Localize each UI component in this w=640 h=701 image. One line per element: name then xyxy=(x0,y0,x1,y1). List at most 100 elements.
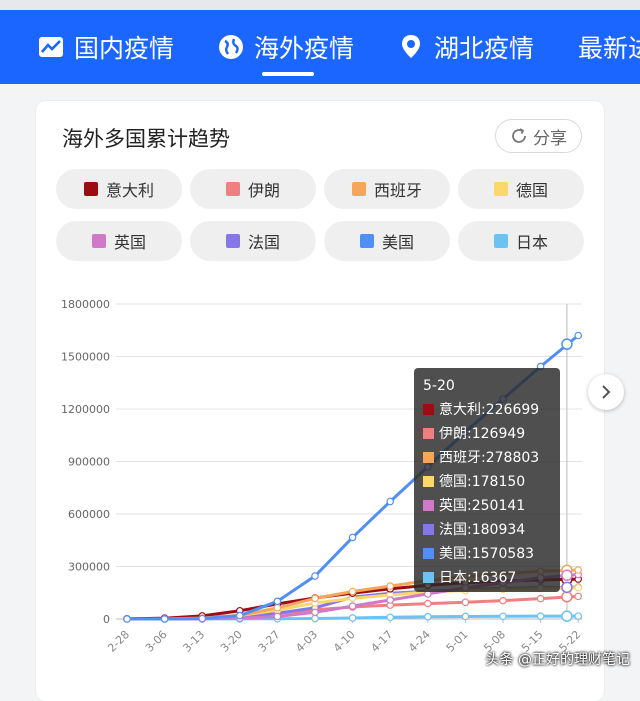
legend-label: 西班牙 xyxy=(373,181,422,200)
y-tick-label: 1500000 xyxy=(61,351,110,364)
legend-chip[interactable]: 伊朗 xyxy=(190,169,316,209)
cursor-point xyxy=(561,338,573,350)
data-point xyxy=(386,582,395,590)
cursor-point xyxy=(561,581,573,594)
x-tick-label: 4-17 xyxy=(368,628,395,655)
tooltip-row: 法国:180934 xyxy=(439,522,525,538)
legend-label: 德国 xyxy=(515,181,548,200)
tab-overseas[interactable]: 海外疫情 xyxy=(218,10,354,84)
x-tick-label: 4-10 xyxy=(331,628,358,655)
legend-swatch xyxy=(359,234,374,248)
data-point xyxy=(499,596,507,605)
data-point xyxy=(348,533,357,542)
x-tick-label: 3-20 xyxy=(218,628,245,655)
legend-chip[interactable]: 美国 xyxy=(324,221,450,261)
legend-label: 美国 xyxy=(381,233,414,252)
tooltip-row: 伊朗:126949 xyxy=(439,426,525,442)
y-tick-label: 900000 xyxy=(68,456,110,469)
legend-label: 法国 xyxy=(247,233,280,252)
trend-chart: 0 300000 600000 900000 1200000 1500000 1800000… xyxy=(61,298,583,655)
legend-chip[interactable]: 法国 xyxy=(190,221,316,261)
data-point xyxy=(536,594,545,603)
data-point xyxy=(348,587,357,596)
tooltip-swatch xyxy=(423,476,434,487)
tooltip-row: 日本:16367 xyxy=(439,570,516,586)
data-point xyxy=(423,599,432,608)
tooltip-row: 英国:250141 xyxy=(439,497,525,514)
data-point xyxy=(236,611,244,620)
tab-latest[interactable]: 最新进 xyxy=(578,10,640,84)
tab-domestic[interactable]: 国内疫情 xyxy=(38,10,174,84)
x-tick-label: 3-13 xyxy=(180,628,207,655)
data-point xyxy=(273,603,282,612)
x-tick-label: 4-03 xyxy=(293,628,320,655)
data-point xyxy=(273,612,282,621)
legend-swatch xyxy=(493,182,508,196)
data-point xyxy=(574,592,583,601)
status-strip xyxy=(0,0,640,10)
data-point xyxy=(160,615,169,623)
tooltip-swatch xyxy=(423,428,434,439)
legend-swatch xyxy=(351,182,366,196)
legend-swatch xyxy=(225,234,240,248)
tab-hubei[interactable]: 湖北疫情 xyxy=(398,10,534,84)
x-tick-label: 3-27 xyxy=(256,628,283,655)
y-tick-label: 0 xyxy=(103,613,110,626)
data-point xyxy=(311,614,319,623)
tooltip-box xyxy=(414,368,560,592)
active-tab-indicator xyxy=(262,72,314,76)
x-tick-label: 3-06 xyxy=(143,628,170,655)
legend-swatch xyxy=(91,234,106,248)
legend-swatch xyxy=(493,234,508,248)
data-point xyxy=(536,612,545,620)
chevron-right-icon xyxy=(602,385,611,399)
y-tick-label: 600000 xyxy=(68,508,110,521)
tooltip-row: 美国:1570583 xyxy=(439,546,534,562)
tooltip-swatch xyxy=(423,524,434,535)
globe-icon xyxy=(219,35,243,59)
share-label: 分享 xyxy=(533,128,567,149)
tooltip-row: 意大利:226699 xyxy=(439,401,539,418)
x-tick-label: 2-28 xyxy=(105,628,132,655)
data-point xyxy=(423,612,432,621)
tooltip-swatch xyxy=(423,500,434,511)
share-refresh-icon xyxy=(512,128,526,143)
legend-chip[interactable]: 英国 xyxy=(56,221,182,261)
tab-label: 湖北疫情 xyxy=(434,34,535,63)
top-nav: 国内疫情 海外疫情 湖北疫情 最新进 xyxy=(0,10,640,84)
y-tick-label: 300000 xyxy=(68,561,110,574)
share-button[interactable]: 分享 xyxy=(495,119,582,153)
tooltip-row: 德国:178150 xyxy=(439,474,525,490)
legend-chip[interactable]: 德国 xyxy=(458,169,584,209)
tooltip-row: 西班牙:278803 xyxy=(439,450,539,466)
data-point xyxy=(386,613,395,622)
location-pin-icon xyxy=(402,35,420,58)
cursor-point xyxy=(561,610,573,622)
legend-chip[interactable]: 西班牙 xyxy=(324,169,450,209)
y-tick-label: 1200000 xyxy=(61,403,110,416)
legend-label: 伊朗 xyxy=(247,181,280,200)
cursor-point xyxy=(561,569,573,581)
legend-chip[interactable]: 意大利 xyxy=(56,169,182,209)
data-point xyxy=(574,612,583,620)
tooltip-swatch xyxy=(423,404,434,415)
next-button[interactable] xyxy=(588,374,624,410)
tooltip-swatch xyxy=(423,572,434,583)
legend-chip[interactable]: 日本 xyxy=(458,221,584,261)
data-point xyxy=(123,615,131,623)
tooltip-swatch xyxy=(423,452,434,463)
legend-label: 英国 xyxy=(113,233,146,252)
data-point xyxy=(574,583,583,592)
data-point xyxy=(386,596,395,604)
x-tick-label: 4-24 xyxy=(406,628,433,655)
legend-swatch xyxy=(225,182,240,196)
data-point xyxy=(348,614,357,622)
data-point xyxy=(499,612,507,621)
tooltip-title: 5-20 xyxy=(423,378,455,394)
tab-label: 海外疫情 xyxy=(254,34,355,63)
data-point xyxy=(574,566,583,574)
data-point xyxy=(311,572,319,580)
data-point xyxy=(574,331,583,340)
tooltip-swatch xyxy=(423,548,434,559)
legend-label: 意大利 xyxy=(105,181,154,200)
